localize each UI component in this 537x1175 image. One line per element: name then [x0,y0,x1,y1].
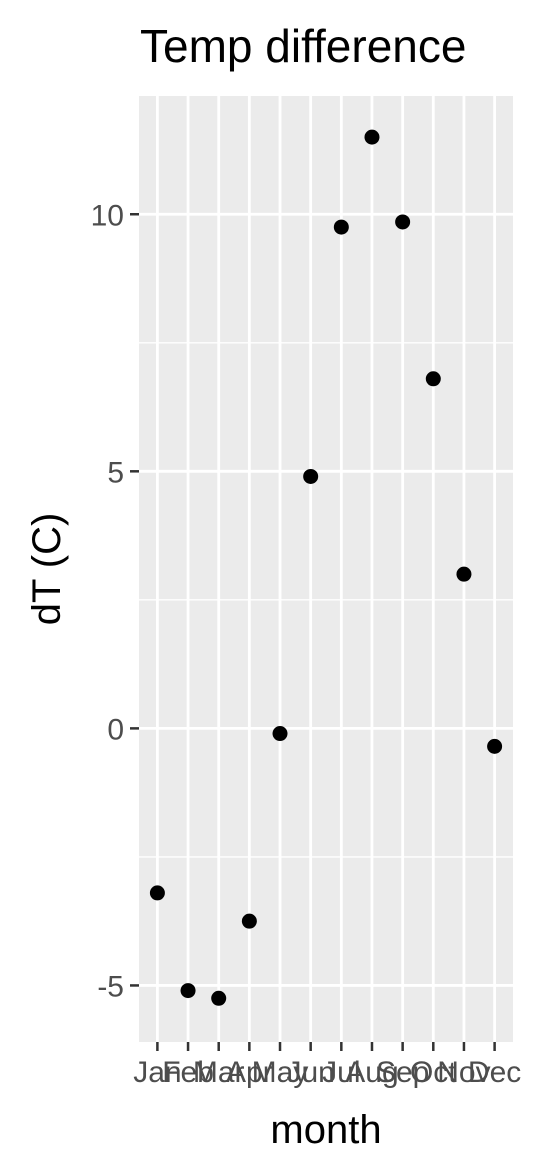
data-point-jul [333,219,349,235]
data-point-dec [487,738,503,754]
x-tick-label-aug: Aug [345,1056,398,1089]
y-tick-label: 0 [107,713,124,746]
data-point-oct [425,371,441,387]
y-tick-label: 10 [91,199,124,232]
x-tick-label-mar: Mar [193,1056,245,1089]
x-tick-label-sep: Sep [376,1056,429,1089]
x-tick-label-apr: Apr [226,1056,273,1089]
data-point-sep [395,214,411,230]
x-tick-label-jan: Jan [133,1056,181,1089]
chart-title: Temp difference [140,20,466,72]
x-tick-label-nov: Nov [437,1056,490,1089]
y-axis-title: dT (C) [25,513,69,626]
data-point-may [272,726,288,742]
y-tick-label: -5 [97,970,124,1003]
y-tick-label: 5 [107,456,124,489]
plot-panel [139,96,513,1042]
data-point-mar [211,990,227,1006]
x-tick-label-dec: Dec [468,1056,521,1089]
y-axis: -5 0 5 10 [91,199,139,1003]
x-tick-label-jul: Jul [322,1056,360,1089]
x-tick-label-may: May [252,1056,309,1089]
data-point-aug [364,129,380,145]
x-tick-label-oct: Oct [410,1056,457,1089]
data-point-jan [149,885,165,901]
data-point-feb [180,983,196,999]
x-tick-label-jun: Jun [286,1056,334,1089]
data-points [149,129,503,1006]
x-axis-title: month [270,1108,381,1152]
data-point-jun [303,468,319,484]
data-point-apr [241,913,257,929]
x-tick-label-feb: Feb [162,1056,214,1089]
data-point-nov [456,566,472,582]
